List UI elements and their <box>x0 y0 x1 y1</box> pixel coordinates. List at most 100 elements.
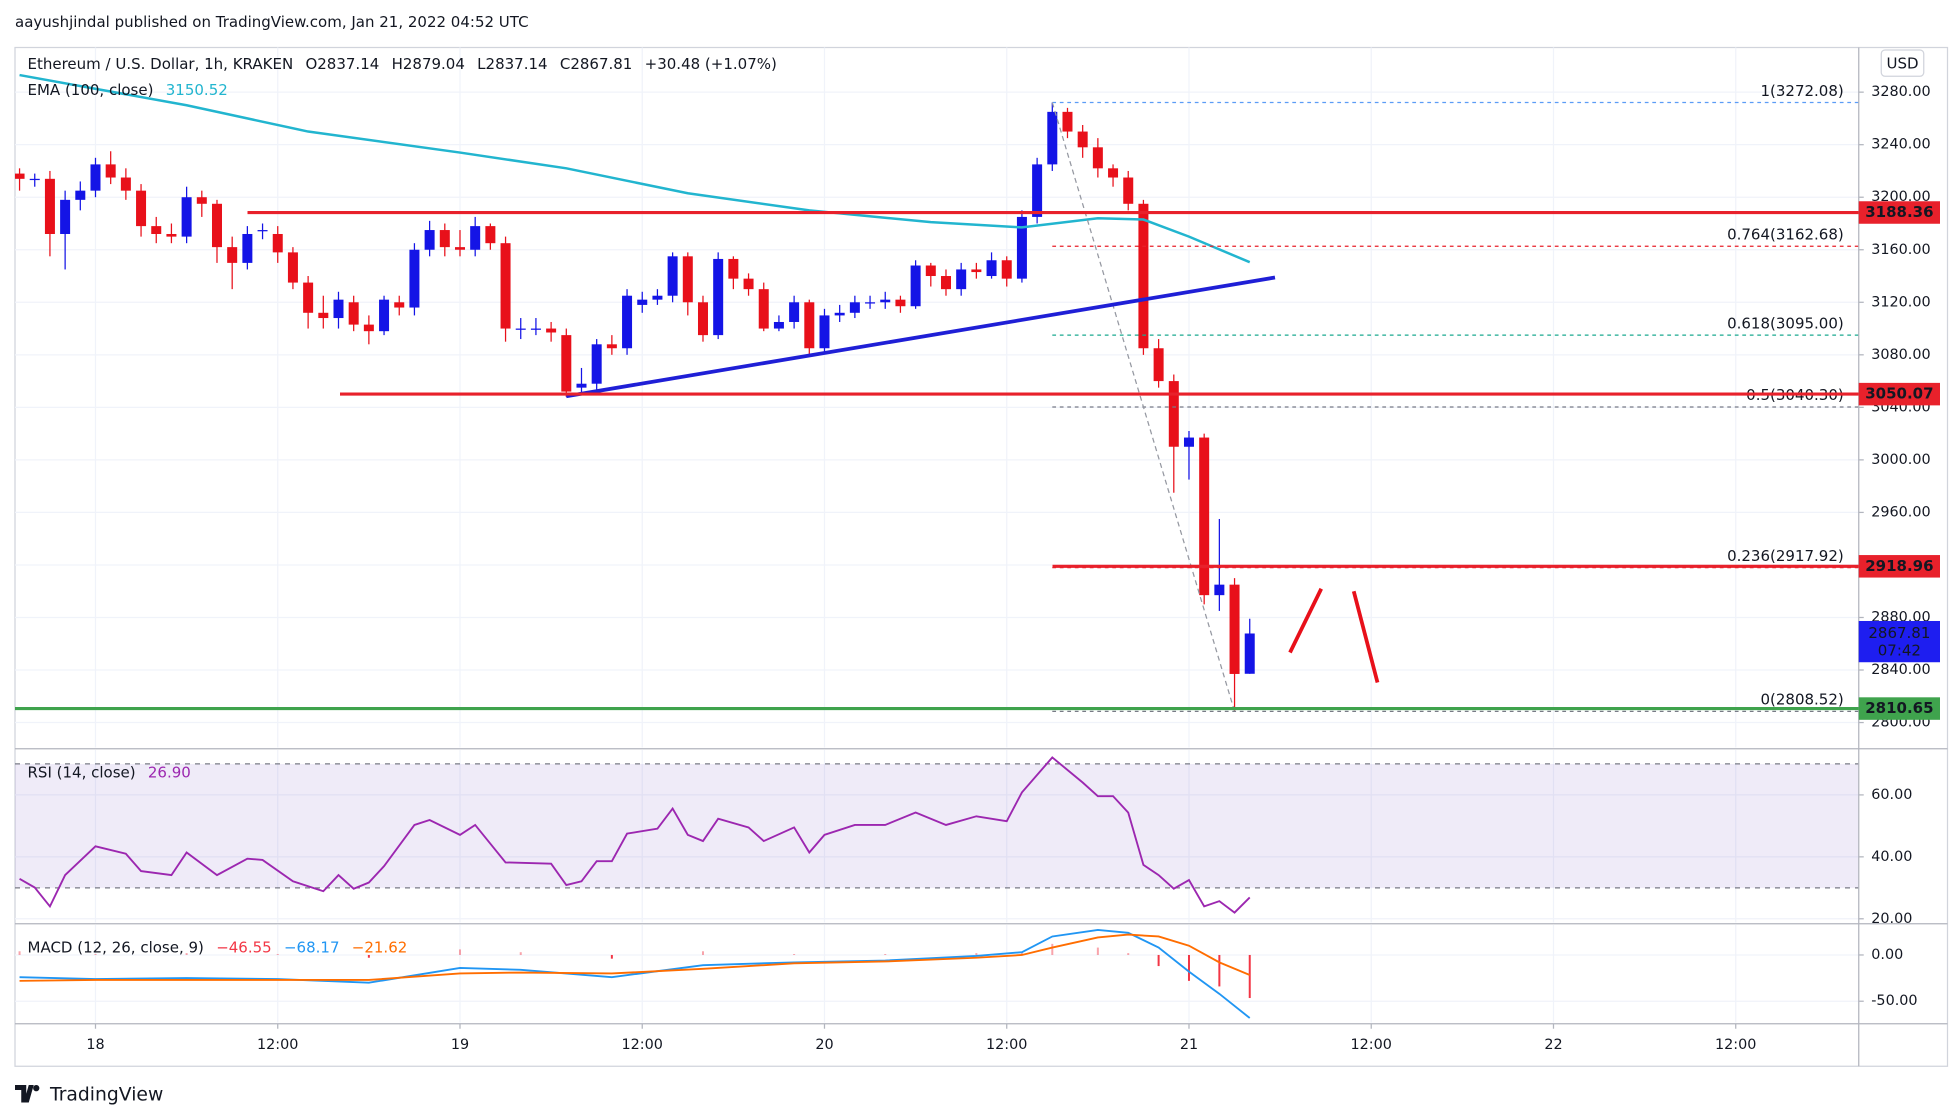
macd-hist-value: −46.55 <box>216 938 272 956</box>
candle-body <box>1108 168 1119 178</box>
candle-body <box>272 233 283 253</box>
fib-label: 0(2808.52) <box>1760 691 1843 709</box>
macd-histogram-bar <box>701 951 704 955</box>
candle-body <box>75 190 86 200</box>
high: H2879.04 <box>392 54 465 72</box>
x-tick-label: 12:00 <box>986 1037 1027 1053</box>
macd-name: MACD (12, 26, close, 9) <box>28 938 204 956</box>
candle-body <box>1168 381 1179 447</box>
symbol: Ethereum / U.S. Dollar, 1h, KRAKEN <box>28 54 294 72</box>
candle-body <box>470 226 481 250</box>
macd-histogram-bar <box>610 954 613 959</box>
candle-body <box>865 302 876 304</box>
projection-up <box>1288 587 1323 654</box>
y-tick-label: 3240.00 <box>1871 137 1930 153</box>
macd-histogram-bar <box>1127 953 1130 955</box>
candle-body <box>181 197 192 237</box>
candle-body <box>546 328 557 333</box>
price-tag <box>1858 382 1940 406</box>
candle-body <box>940 276 951 290</box>
candle-body <box>15 173 25 179</box>
currency-box[interactable] <box>1880 49 1925 77</box>
candle-body <box>29 178 40 181</box>
candle-body <box>348 302 359 325</box>
macd-line <box>19 933 1251 982</box>
candle-body <box>227 247 238 263</box>
macd-histogram-bar <box>367 954 370 958</box>
candle-body <box>956 269 967 290</box>
macd-histogram-bar <box>94 954 97 955</box>
y-tick-label: 2960.00 <box>1871 504 1930 520</box>
low: L2837.14 <box>477 54 547 72</box>
candle-body <box>1077 131 1088 148</box>
candle-body <box>637 299 648 305</box>
logo-mark <box>15 1085 40 1103</box>
publisher: aayushjindal published on TradingView.co… <box>15 13 529 31</box>
candle-body <box>151 226 162 234</box>
trend-line <box>565 275 1276 399</box>
candle-body <box>925 265 936 277</box>
candle-body <box>409 249 420 308</box>
candle-body <box>986 260 997 277</box>
candle-body <box>910 265 921 307</box>
price-tag <box>1858 201 1940 224</box>
macd-histogram-bar <box>276 954 279 955</box>
x-tick-label: 12:00 <box>1351 1037 1392 1053</box>
candle-body <box>1199 437 1210 596</box>
candle-body <box>105 164 116 178</box>
macd-histogram-bar <box>1187 954 1190 981</box>
candle-body <box>211 203 222 248</box>
price-tag <box>1858 697 1940 720</box>
price-tag-label: 3188.36 <box>1865 203 1933 221</box>
candle-body <box>424 230 435 250</box>
macd-histogram-bar <box>1051 943 1054 955</box>
price-pane <box>15 73 1859 712</box>
price-tag-label: 3050.07 <box>1865 385 1933 403</box>
candle-body <box>136 190 147 227</box>
candle-body <box>1016 216 1027 279</box>
y-tick-label: 0.00 <box>1871 947 1903 963</box>
y-tick-label: 3000.00 <box>1871 452 1930 468</box>
projection-down <box>1351 590 1380 683</box>
macd-histogram-bar <box>1020 952 1023 955</box>
candle-body <box>652 295 663 300</box>
open: O2837.14 <box>305 54 379 72</box>
macd-histogram-bar <box>793 954 796 955</box>
candle-body <box>515 328 526 330</box>
candle-body <box>333 299 344 319</box>
candle-body <box>880 299 891 303</box>
candle-body <box>713 258 724 336</box>
candle-body <box>287 252 298 283</box>
candle-body <box>166 233 177 237</box>
candle-body <box>530 328 541 330</box>
candle-body <box>667 256 678 296</box>
candle-body <box>1032 164 1043 217</box>
candle-body <box>242 233 253 263</box>
fib-diagonal <box>1051 102 1236 712</box>
macd-histogram-bar <box>18 951 21 955</box>
rsi-pane <box>15 756 1859 914</box>
candle-body <box>454 247 465 250</box>
macd-histogram-bar <box>519 952 522 955</box>
candle-body <box>485 226 496 244</box>
countdown: 07:42 <box>1878 641 1921 659</box>
macd-histogram-bar <box>458 949 461 955</box>
fib-label: 1(3272.08) <box>1760 82 1843 100</box>
price-tag-label: 2810.65 <box>1865 699 1933 717</box>
candle-body <box>257 230 268 232</box>
candle-body <box>895 299 906 307</box>
y-tick-label: 3200.00 <box>1871 189 1930 205</box>
candle-body <box>394 302 405 308</box>
candle-body <box>196 197 207 204</box>
candle-body <box>1092 147 1103 169</box>
candle-body <box>849 302 860 313</box>
macd-histogram-bar <box>185 953 188 955</box>
close: C2867.81 <box>560 54 633 72</box>
signal-value: −21.62 <box>352 938 408 956</box>
candle-body <box>591 344 602 384</box>
candle-body <box>1244 633 1255 674</box>
macd-histogram-bar <box>884 954 887 955</box>
macd-legend: MACD (12, 26, close, 9) −46.55 −68.17 −2… <box>28 938 408 956</box>
